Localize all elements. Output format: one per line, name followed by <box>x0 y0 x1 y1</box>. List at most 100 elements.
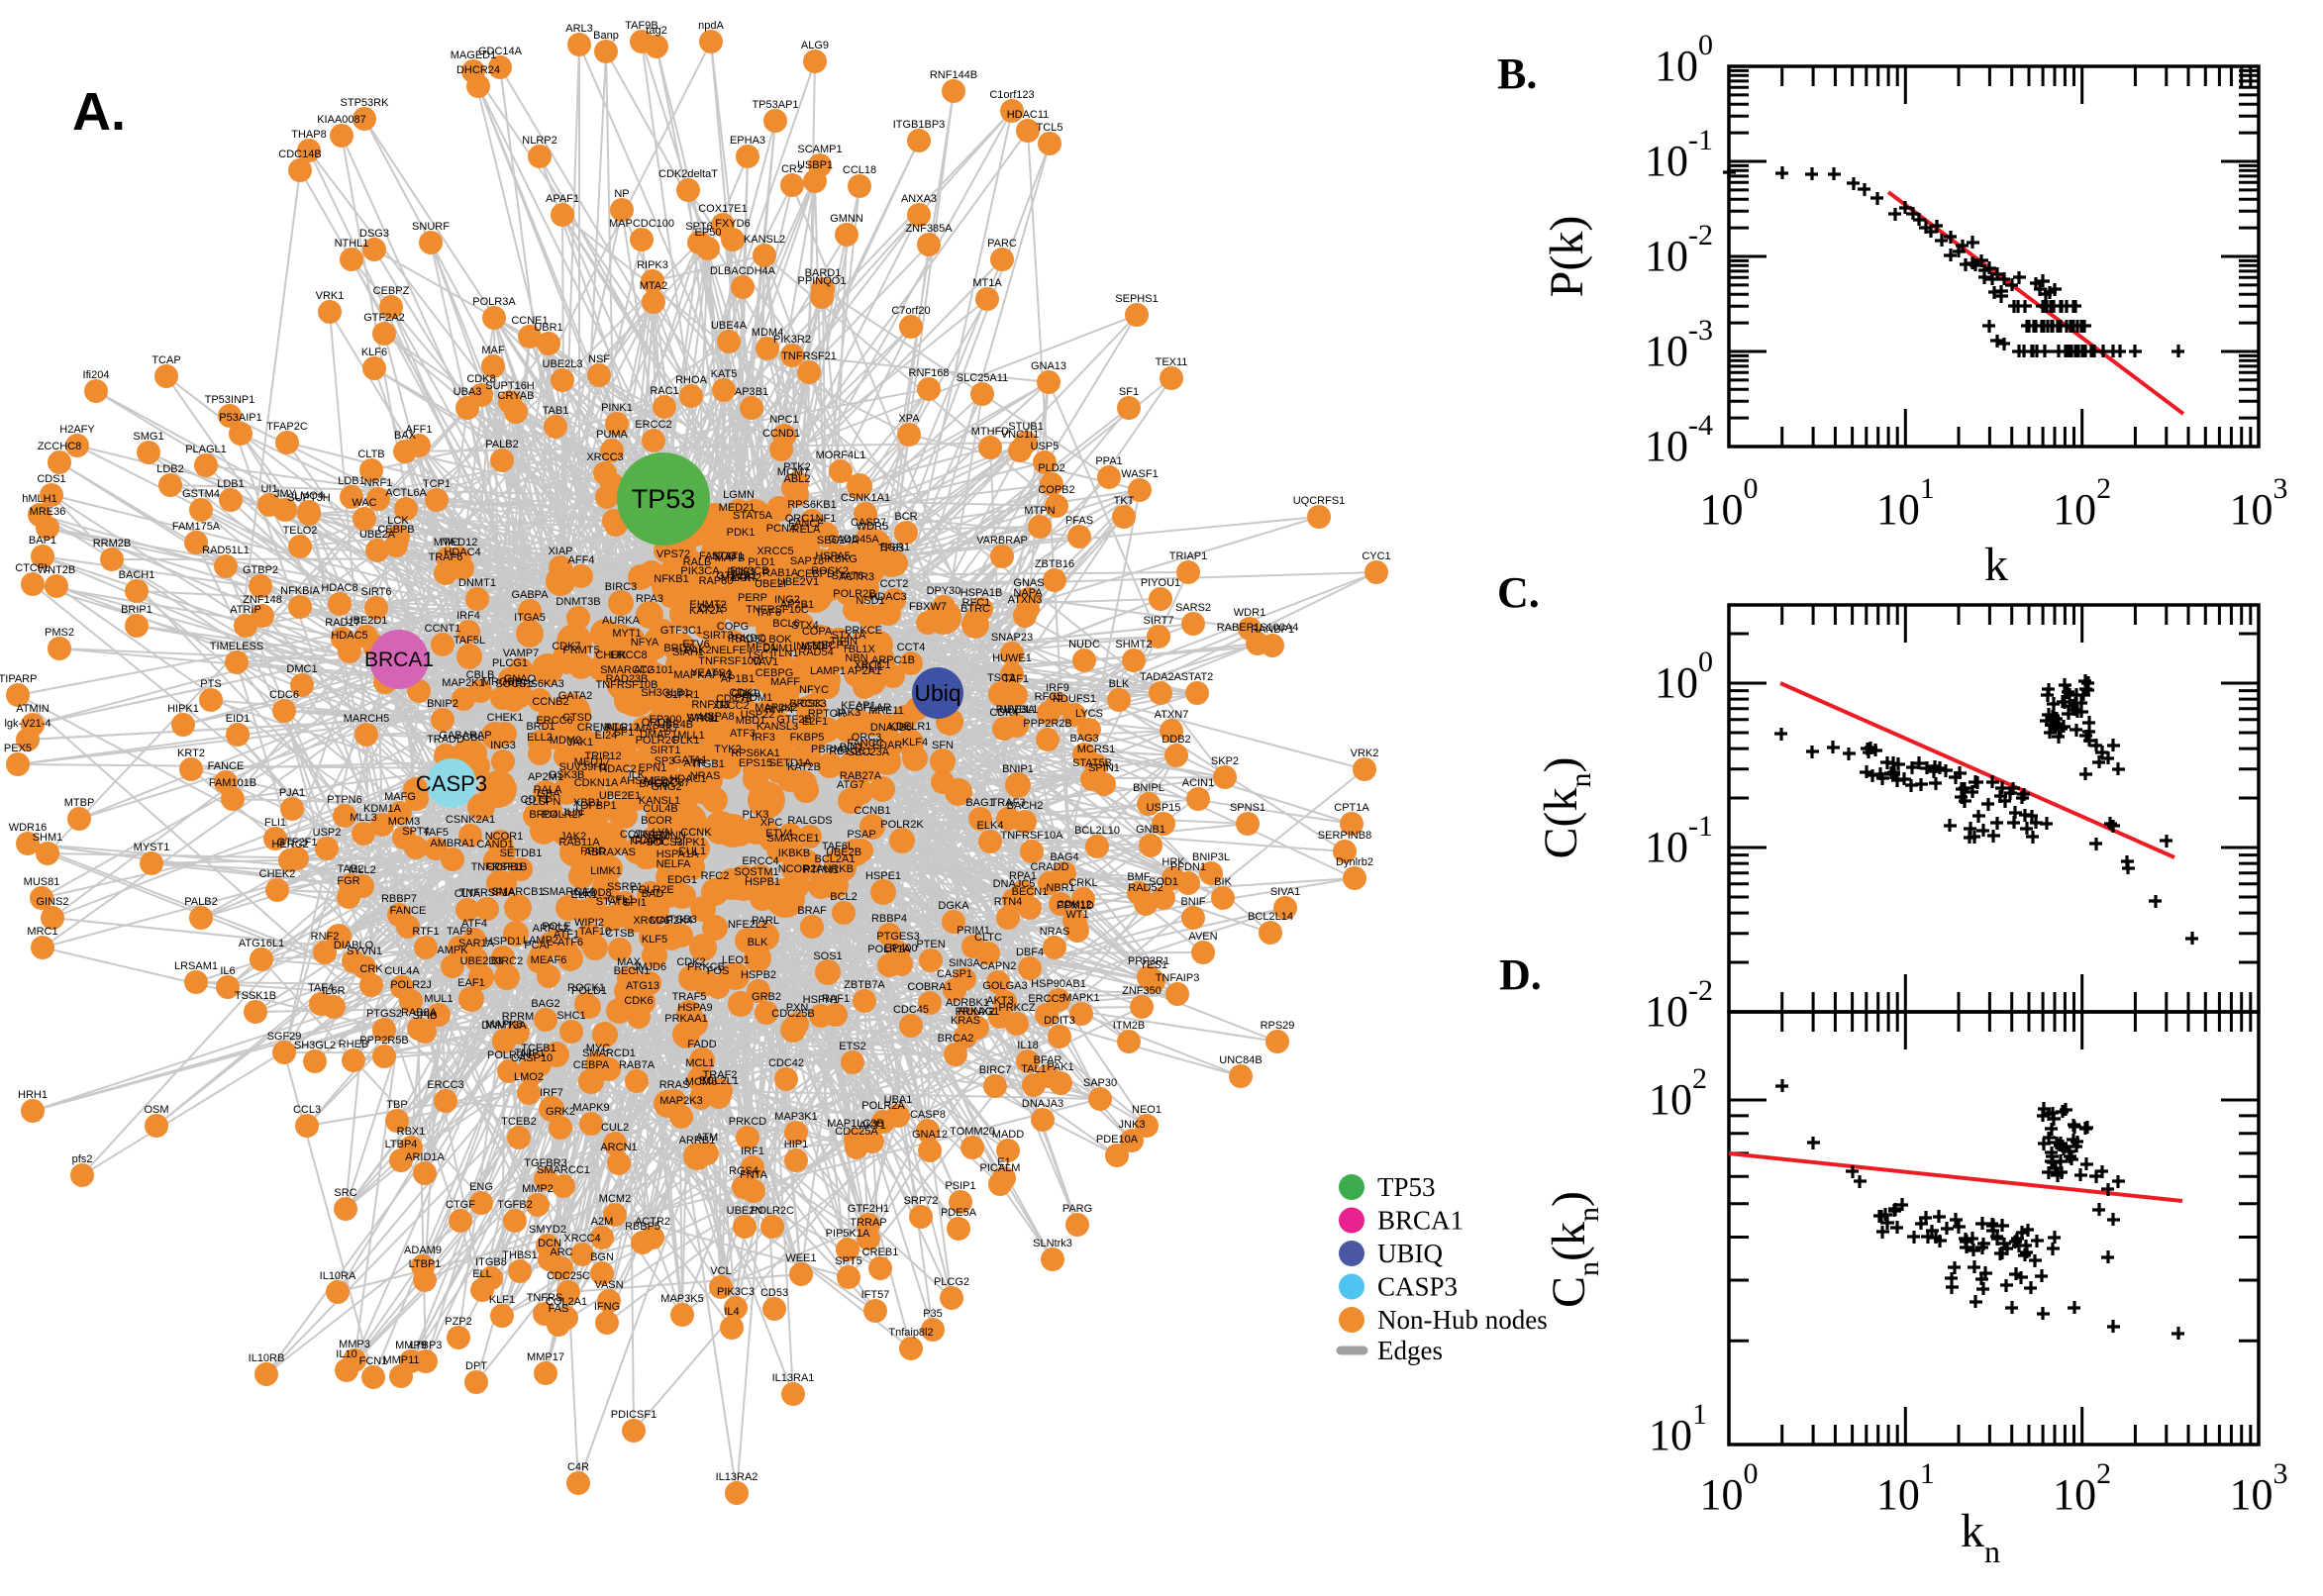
svg-text:CDC25B: CDC25B <box>771 1008 814 1020</box>
svg-text:DNAJA3: DNAJA3 <box>1022 1098 1063 1110</box>
svg-text:GMNN: GMNN <box>830 213 863 225</box>
svg-text:npdA: npdA <box>698 20 724 32</box>
svg-text:IKBKB: IKBKB <box>778 848 810 859</box>
svg-text:BIK: BIK <box>1214 876 1232 888</box>
svg-text:ATRIP: ATRIP <box>230 604 261 616</box>
svg-text:XRCC3: XRCC3 <box>586 451 623 463</box>
svg-text:SMARCC1: SMARCC1 <box>537 1164 590 1176</box>
svg-text:RAC1: RAC1 <box>650 385 678 397</box>
svg-text:RRM2B: RRM2B <box>93 538 132 549</box>
svg-text:AFF1: AFF1 <box>406 424 433 436</box>
svg-text:BRAF: BRAF <box>797 905 827 917</box>
svg-text:NSF: NSF <box>588 353 610 365</box>
svg-text:XRCC4: XRCC4 <box>563 1233 600 1245</box>
svg-text:SCAMP1: SCAMP1 <box>797 144 842 155</box>
svg-text:CDC25C: CDC25C <box>547 1270 590 1282</box>
svg-text:LMO2: LMO2 <box>514 1071 544 1083</box>
svg-text:EHMT2: EHMT2 <box>689 599 726 611</box>
svg-text:POLD1: POLD1 <box>571 985 607 997</box>
svg-text:MMP2: MMP2 <box>522 1183 554 1195</box>
svg-text:SFN: SFN <box>932 740 954 751</box>
svg-text:LRSAM1: LRSAM1 <box>174 960 218 972</box>
svg-text:HDAC2: HDAC2 <box>599 763 636 775</box>
svg-text:BIRC7: BIRC7 <box>979 1064 1011 1076</box>
svg-text:HIPK1: HIPK1 <box>167 703 199 715</box>
svg-text:DDB2: DDB2 <box>1162 734 1190 746</box>
svg-text:CCNE1: CCNE1 <box>511 315 548 327</box>
svg-text:tag2: tag2 <box>646 25 666 37</box>
svg-text:UBE3A: UBE3A <box>999 704 1036 716</box>
svg-text:PDK1: PDK1 <box>727 527 756 539</box>
svg-text:DIABLO: DIABLO <box>334 940 374 951</box>
svg-text:DHCR24: DHCR24 <box>456 64 500 76</box>
svg-text:XRCC1: XRCC1 <box>854 659 890 671</box>
svg-text:CCND1: CCND1 <box>762 428 800 440</box>
svg-text:SERPINB8: SERPINB8 <box>1318 830 1371 842</box>
svg-text:HSPE1: HSPE1 <box>865 870 901 882</box>
svg-text:RBBP4: RBBP4 <box>871 913 907 925</box>
svg-text:BCL6: BCL6 <box>772 618 800 630</box>
svg-text:C4R: C4R <box>567 1461 589 1473</box>
svg-text:SMARCB1: SMARCB1 <box>491 886 544 898</box>
svg-text:FAM101B: FAM101B <box>209 777 256 789</box>
svg-text:CDC25A: CDC25A <box>835 1126 878 1138</box>
svg-text:EPN1: EPN1 <box>639 762 667 774</box>
svg-text:PDICSF1: PDICSF1 <box>611 1409 656 1421</box>
svg-text:KIAA0087: KIAA0087 <box>317 114 366 126</box>
svg-text:KLF6: KLF6 <box>361 347 387 358</box>
svg-text:KLF4: KLF4 <box>902 737 928 748</box>
svg-text:NTHL1: NTHL1 <box>335 238 369 249</box>
svg-text:MMP17: MMP17 <box>527 1351 564 1363</box>
svg-text:ERCC3: ERCC3 <box>427 1079 463 1091</box>
svg-text:GNAS: GNAS <box>1013 577 1044 589</box>
svg-text:TCEB1: TCEB1 <box>521 1043 556 1054</box>
svg-text:PIP5K1A: PIP5K1A <box>826 1228 870 1240</box>
svg-text:KANSL2: KANSL2 <box>744 234 785 246</box>
svg-text:VARBRAP: VARBRAP <box>976 535 1028 547</box>
svg-text:MAP2K4: MAP2K4 <box>650 915 692 927</box>
svg-text:WASF1: WASF1 <box>1121 468 1159 480</box>
svg-text:TAB2: TAB2 <box>338 863 364 875</box>
svg-text:DBF4: DBF4 <box>1016 947 1044 958</box>
svg-text:PLD2: PLD2 <box>1038 462 1065 474</box>
svg-text:PALB2: PALB2 <box>184 896 217 908</box>
svg-text:TRAF2: TRAF2 <box>703 1069 738 1081</box>
svg-text:WASL: WASL <box>687 712 718 724</box>
svg-text:PTGS2: PTGS2 <box>366 1008 402 1020</box>
svg-text:VPS72: VPS72 <box>656 549 690 560</box>
svg-text:NRAS: NRAS <box>690 770 721 782</box>
svg-text:CBL: CBL <box>462 732 483 744</box>
svg-text:JNK3: JNK3 <box>1119 1119 1146 1131</box>
svg-text:MAP2K3: MAP2K3 <box>659 1095 702 1107</box>
svg-text:DLBACDH4A: DLBACDH4A <box>710 265 776 277</box>
svg-text:ETS2: ETS2 <box>839 1041 866 1052</box>
svg-text:CDC6: CDC6 <box>269 689 299 701</box>
svg-text:NSD1: NSD1 <box>856 595 884 607</box>
svg-text:EAF1: EAF1 <box>457 977 485 989</box>
svg-text:OSM: OSM <box>144 1104 168 1116</box>
svg-text:BNIP2: BNIP2 <box>427 698 458 710</box>
svg-text:AP3B1: AP3B1 <box>735 386 768 398</box>
svg-text:POLR3A: POLR3A <box>472 296 516 308</box>
svg-text:IFNG: IFNG <box>594 1301 620 1313</box>
svg-text:GABPA: GABPA <box>511 589 549 601</box>
svg-text:HSPB2: HSPB2 <box>741 969 776 981</box>
svg-text:TP53AP1: TP53AP1 <box>752 99 798 111</box>
svg-text:GMNN: GMNN <box>653 830 686 842</box>
svg-text:A2M: A2M <box>591 1216 614 1228</box>
svg-text:SRP72: SRP72 <box>904 1195 939 1207</box>
svg-text:SOCS1: SOCS1 <box>495 678 532 690</box>
svg-text:TRIP12: TRIP12 <box>584 750 621 762</box>
svg-text:SPT5: SPT5 <box>835 1255 862 1267</box>
svg-text:RABEP1S100A4: RABEP1S100A4 <box>1217 622 1299 634</box>
svg-text:GSTM4: GSTM4 <box>182 488 220 500</box>
svg-text:BTRC: BTRC <box>960 603 990 615</box>
svg-text:CTSD: CTSD <box>562 712 592 724</box>
svg-text:ATG13: ATG13 <box>626 980 659 992</box>
svg-text:IRF9: IRF9 <box>1046 682 1069 694</box>
svg-text:STAT6: STAT6 <box>832 570 864 582</box>
svg-text:KAT5: KAT5 <box>711 368 738 380</box>
svg-text:EPS15: EPS15 <box>739 757 772 769</box>
svg-text:FCN1: FCN1 <box>359 1355 388 1367</box>
svg-text:BACH1: BACH1 <box>119 569 155 581</box>
